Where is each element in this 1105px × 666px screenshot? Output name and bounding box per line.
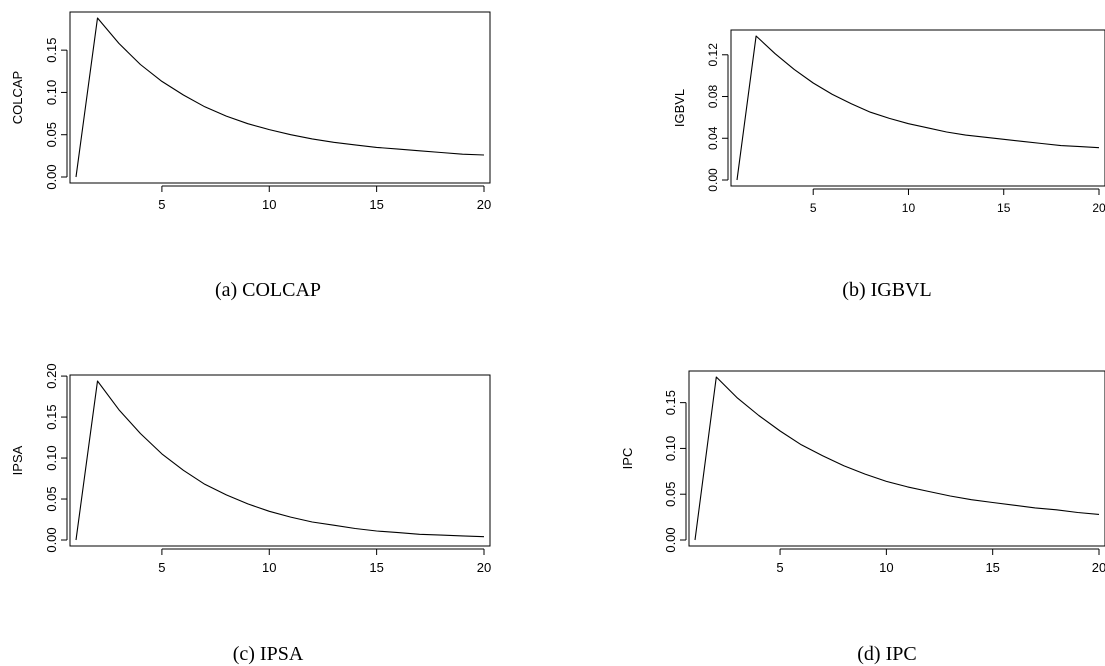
y-tick-label: 0.00: [44, 527, 59, 552]
y-axis-title: COLCAP: [10, 71, 25, 124]
caption-colcap: (a) COLCAP: [214, 279, 322, 301]
y-tick-label: 0.00: [663, 527, 678, 552]
plot-frame: [730, 29, 1105, 187]
y-tick-label: 0.20: [44, 363, 59, 388]
y-tick-label: 0.05: [663, 482, 678, 507]
x-tick-label: 10: [879, 560, 893, 575]
x-tick-label: 5: [158, 560, 165, 575]
y-tick-label: 0.08: [706, 85, 720, 109]
x-tick-label: 15: [369, 560, 383, 575]
chart-ipsa: 5 10 15 20 0.00 0.05 0.10 0.15 0.20 IPSA: [10, 363, 491, 575]
y-tick-label: 0.10: [663, 436, 678, 461]
y-tick-label: 0.12: [706, 43, 720, 67]
y-tick-label: 0.00: [706, 168, 720, 192]
y-axis-title: IPSA: [10, 445, 25, 475]
y-axis-title: IGBVL: [672, 89, 687, 127]
series-line: [694, 376, 1100, 541]
x-tick-label: 10: [262, 560, 276, 575]
x-tick-label: 5: [158, 197, 165, 212]
x-tick-label: 10: [262, 197, 276, 212]
x-tick-label: 15: [369, 197, 383, 212]
y-tick-label: 0.05: [44, 122, 59, 147]
chart-igbvl: 5 10 15 20 0.00 0.04 0.08 0.12 IGBVL: [672, 29, 1105, 215]
series-line: [736, 35, 1100, 181]
x-tick-label: 20: [477, 197, 491, 212]
y-tick-label: 0.00: [44, 164, 59, 189]
y-tick-label: 0.15: [663, 390, 678, 415]
chart-ipc: 5 10 15 20 0.00 0.05 0.10 0.15 IPC: [620, 370, 1105, 575]
x-tick-label: 15: [985, 560, 999, 575]
y-tick-label: 0.15: [44, 37, 59, 62]
series-line: [75, 17, 485, 178]
y-tick-label: 0.10: [44, 445, 59, 470]
x-tick-label: 5: [810, 201, 817, 215]
plot-frame: [69, 374, 491, 547]
chart-colcap: 5 10 15 20 0.00 0.05 0.10 0.15 COLCAP: [10, 11, 491, 212]
x-tick-label: 20: [477, 560, 491, 575]
y-tick-label: 0.05: [44, 486, 59, 511]
y-tick-label: 0.15: [44, 404, 59, 429]
x-tick-label: 20: [1092, 560, 1105, 575]
plot-frame: [69, 11, 491, 184]
y-tick-label: 0.10: [44, 80, 59, 105]
x-tick-label: 5: [776, 560, 783, 575]
caption-ipsa: (c) IPSA: [232, 643, 304, 665]
x-tick-label: 20: [1092, 201, 1105, 215]
y-tick-label: 0.04: [706, 126, 720, 150]
y-axis-title: IPC: [620, 448, 635, 470]
series-line: [75, 380, 485, 541]
caption-ipc: (d) IPC: [857, 643, 917, 665]
caption-igbvl: (b) IGBVL: [842, 279, 932, 301]
x-tick-label: 15: [997, 201, 1011, 215]
x-tick-label: 10: [902, 201, 916, 215]
plot-frame: [688, 370, 1105, 547]
